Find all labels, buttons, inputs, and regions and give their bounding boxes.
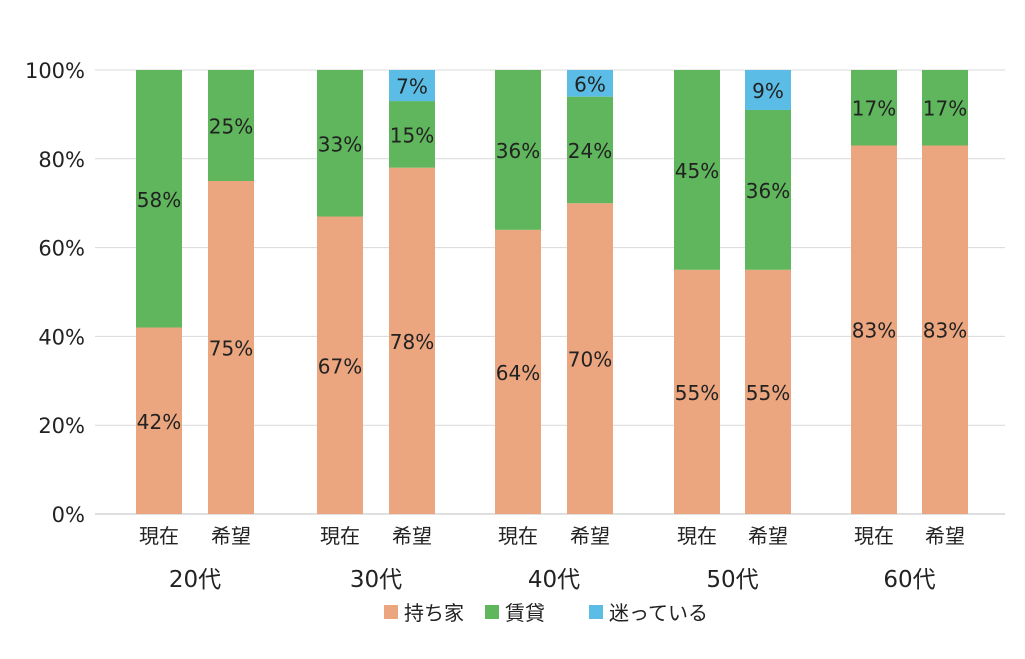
x-sub-category-label: 希望 xyxy=(392,524,432,548)
data-label: 17% xyxy=(923,97,967,121)
bar-segment xyxy=(851,145,897,515)
bar-segment xyxy=(567,96,613,204)
bar-segment xyxy=(389,167,435,514)
legend-swatch xyxy=(485,605,499,619)
data-label: 36% xyxy=(746,179,790,203)
data-label: 83% xyxy=(923,319,967,343)
y-tick-label: 20% xyxy=(38,414,85,438)
x-group-label: 40代 xyxy=(528,567,580,593)
legend-swatch xyxy=(589,605,603,619)
bar-segment xyxy=(567,203,613,514)
data-label: 9% xyxy=(752,79,784,103)
bar-segment xyxy=(317,70,363,217)
bar-segment xyxy=(389,70,435,102)
bar-segment xyxy=(495,70,541,230)
data-label: 6% xyxy=(574,72,606,96)
data-label: 67% xyxy=(318,354,362,378)
x-sub-category-label: 現在 xyxy=(498,524,538,548)
bar-segment xyxy=(922,145,968,515)
x-sub-category-label: 希望 xyxy=(211,524,251,548)
bar-segment xyxy=(136,327,182,514)
x-group-label: 60代 xyxy=(883,567,935,593)
data-label: 75% xyxy=(209,337,253,361)
data-label: 36% xyxy=(496,139,540,163)
legend-label: 持ち家 xyxy=(404,601,464,625)
bar-segment xyxy=(208,181,254,514)
x-sub-category-label: 現在 xyxy=(677,524,717,548)
bar-segment xyxy=(745,109,791,270)
x-sub-category-label: 現在 xyxy=(854,524,894,548)
y-tick-label: 60% xyxy=(38,237,85,261)
data-label: 70% xyxy=(568,348,612,372)
bar-segment xyxy=(851,70,897,146)
bar-segment xyxy=(745,70,791,110)
bar-segment xyxy=(674,269,720,514)
y-tick-label: 80% xyxy=(38,148,85,172)
bar-segment xyxy=(208,70,254,181)
x-sub-category-label: 希望 xyxy=(570,524,610,548)
legend-label: 迷っている xyxy=(609,601,708,625)
data-label: 25% xyxy=(209,115,253,139)
y-tick-label: 0% xyxy=(52,503,85,527)
x-group-label: 20代 xyxy=(169,567,221,593)
data-label: 24% xyxy=(568,139,612,163)
bar-segment xyxy=(745,269,791,514)
bar-segment xyxy=(136,70,182,328)
data-label: 64% xyxy=(496,361,540,385)
data-label: 83% xyxy=(852,319,896,343)
data-label: 42% xyxy=(137,410,181,434)
x-sub-category-label: 希望 xyxy=(748,524,788,548)
data-label: 58% xyxy=(137,188,181,212)
bar-segment xyxy=(389,101,435,168)
bar-segment xyxy=(922,70,968,146)
data-label: 15% xyxy=(390,123,434,147)
legend-label: 賃貸 xyxy=(505,601,545,625)
data-label: 55% xyxy=(746,381,790,405)
x-group-label: 30代 xyxy=(350,567,402,593)
bar-segment xyxy=(567,70,613,97)
bar-segment xyxy=(317,216,363,514)
legend-swatch xyxy=(384,605,398,619)
data-label: 78% xyxy=(390,330,434,354)
bar-segment xyxy=(674,70,720,270)
y-tick-label: 100% xyxy=(25,59,85,83)
x-sub-category-label: 現在 xyxy=(320,524,360,548)
data-label: 55% xyxy=(675,381,719,405)
x-sub-category-label: 現在 xyxy=(139,524,179,548)
data-label: 45% xyxy=(675,159,719,183)
data-label: 33% xyxy=(318,132,362,156)
y-tick-label: 40% xyxy=(38,325,85,349)
data-label: 7% xyxy=(396,75,428,99)
data-label: 17% xyxy=(852,97,896,121)
x-group-label: 50代 xyxy=(706,567,758,593)
x-sub-category-label: 希望 xyxy=(925,524,965,548)
bar-segment xyxy=(495,229,541,514)
